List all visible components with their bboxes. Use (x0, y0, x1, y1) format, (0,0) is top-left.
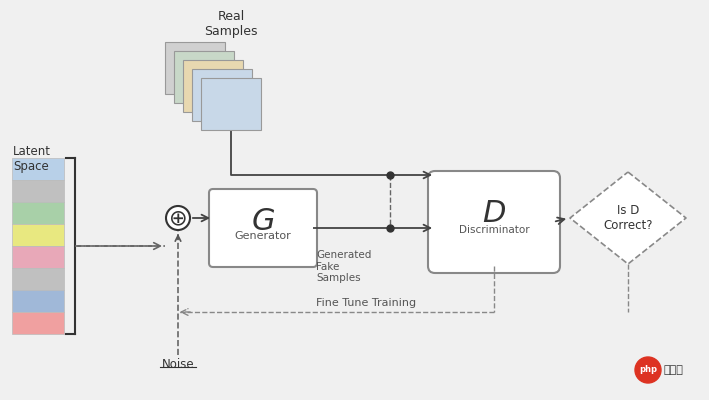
FancyBboxPatch shape (201, 78, 261, 130)
FancyBboxPatch shape (192, 69, 252, 121)
FancyBboxPatch shape (12, 290, 64, 312)
Text: php: php (639, 366, 657, 374)
Circle shape (166, 206, 190, 230)
FancyBboxPatch shape (12, 246, 64, 268)
FancyBboxPatch shape (165, 42, 225, 94)
Text: D: D (482, 200, 506, 228)
Text: Real
Samples: Real Samples (204, 10, 258, 38)
Text: Latent
Space: Latent Space (13, 145, 51, 173)
FancyBboxPatch shape (12, 312, 64, 334)
Text: Noise: Noise (162, 358, 194, 371)
Circle shape (635, 357, 661, 383)
FancyBboxPatch shape (12, 158, 64, 180)
Text: Is D
Correct?: Is D Correct? (603, 204, 653, 232)
Text: G: G (251, 208, 275, 236)
FancyBboxPatch shape (174, 51, 234, 103)
FancyBboxPatch shape (12, 268, 64, 290)
FancyBboxPatch shape (12, 180, 64, 202)
Text: Discriminator: Discriminator (459, 225, 530, 235)
Text: Generator: Generator (235, 231, 291, 241)
FancyBboxPatch shape (12, 224, 64, 246)
Text: 中文网: 中文网 (664, 365, 684, 375)
FancyBboxPatch shape (209, 189, 317, 267)
FancyBboxPatch shape (428, 171, 560, 273)
Text: Fine Tune Training: Fine Tune Training (316, 298, 416, 308)
Polygon shape (570, 172, 686, 264)
Text: Generated
Fake
Samples: Generated Fake Samples (316, 250, 372, 283)
Text: ⊕: ⊕ (169, 208, 187, 228)
FancyBboxPatch shape (12, 202, 64, 224)
FancyBboxPatch shape (183, 60, 243, 112)
